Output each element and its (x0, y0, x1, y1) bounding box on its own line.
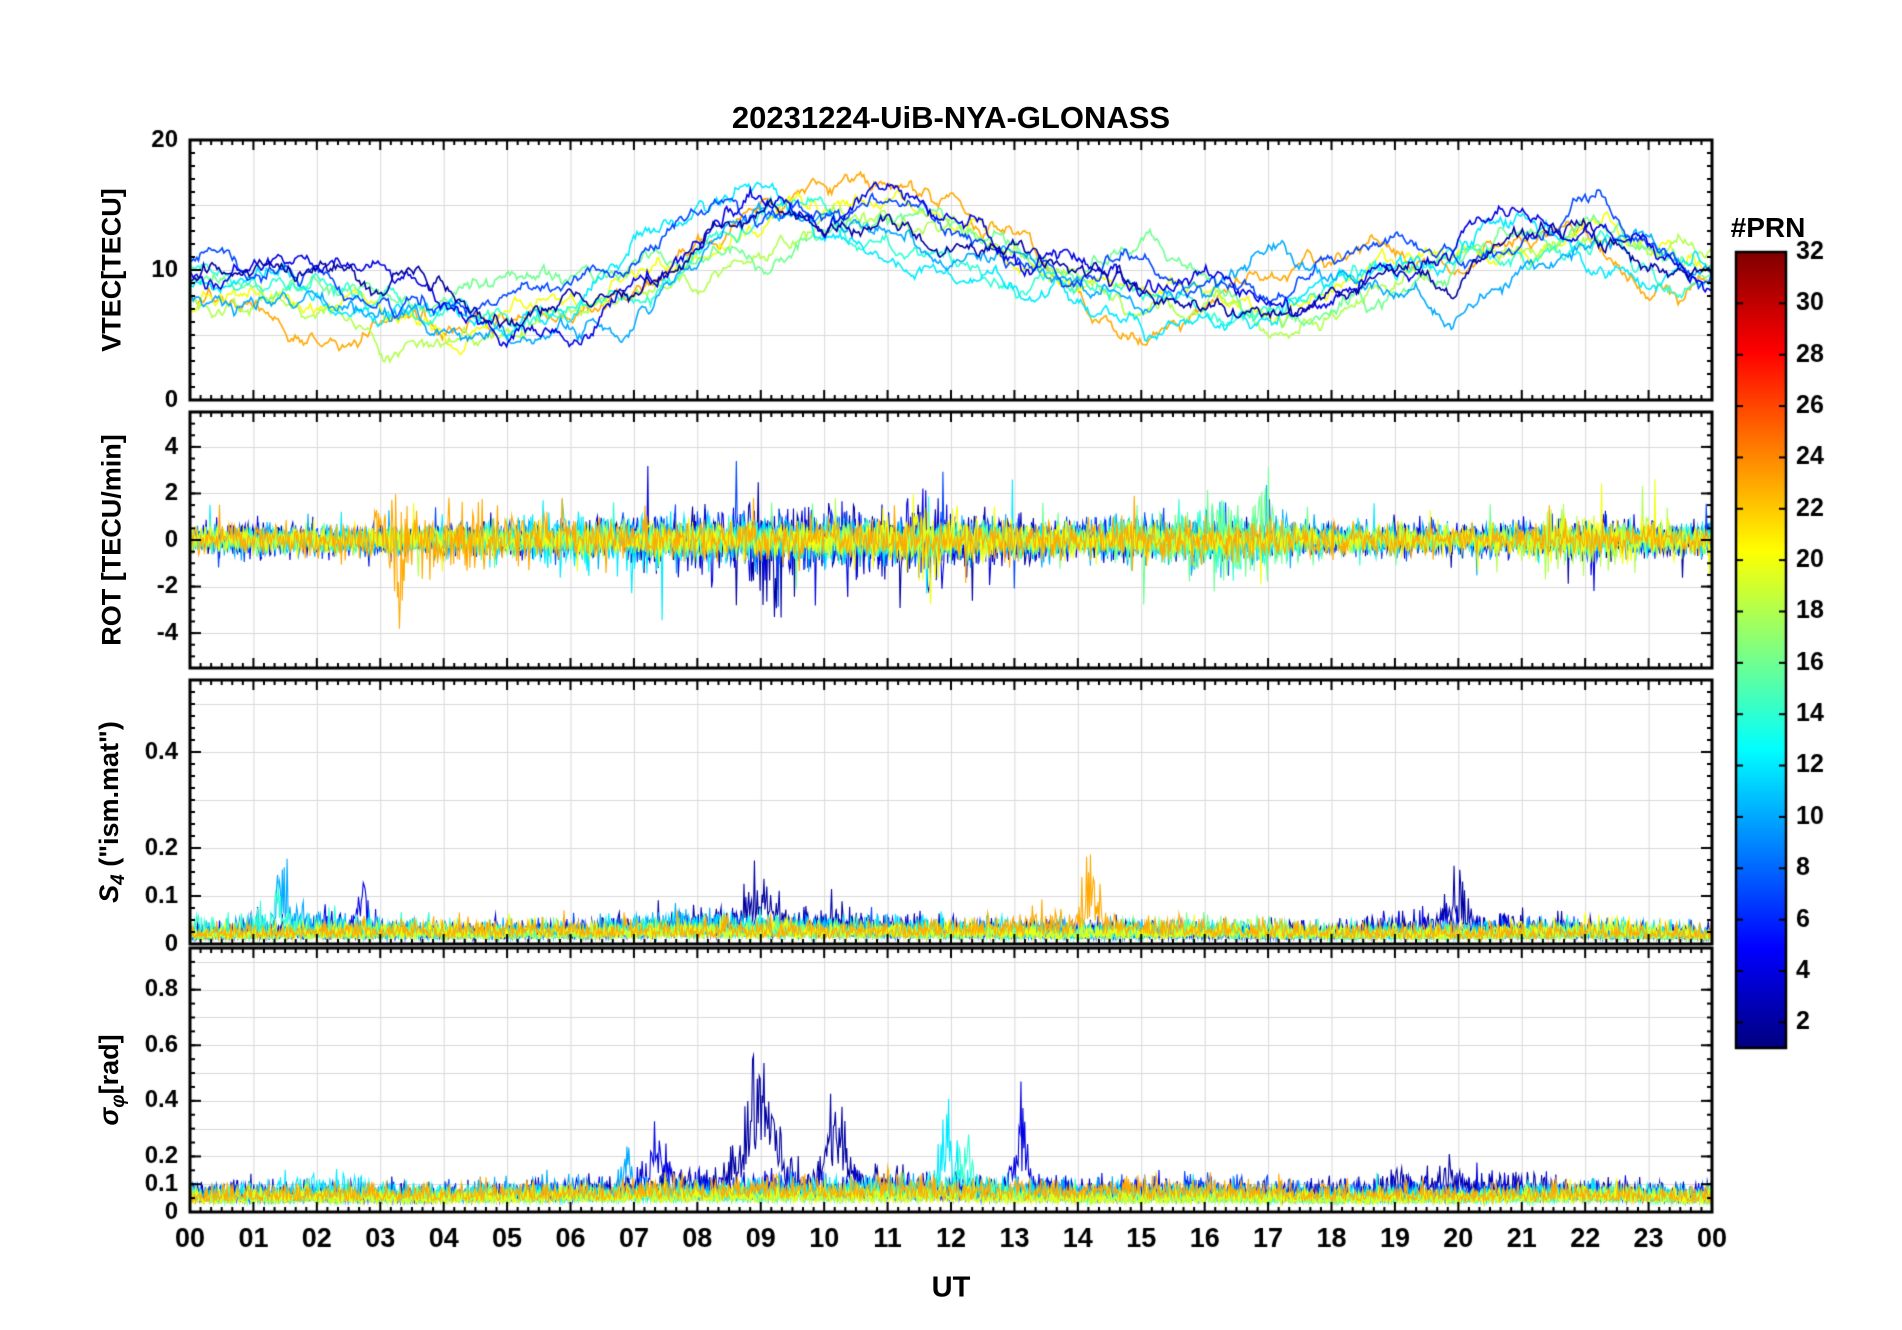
s4-axis-label: S4 ("ism.mat") (94, 721, 129, 903)
vtec-axis-label: VTEC[TECU] (96, 188, 127, 352)
x-axis-label: UT (931, 1271, 971, 1304)
colorbar-title: #PRN (1730, 212, 1806, 243)
rot-axis-label: ROT [TECU/min] (96, 434, 127, 646)
chart-title: 20231224-UiB-NYA-GLONASS (731, 100, 1171, 135)
sigma-phi-axis-label: σφ[rad] (94, 1034, 129, 1126)
